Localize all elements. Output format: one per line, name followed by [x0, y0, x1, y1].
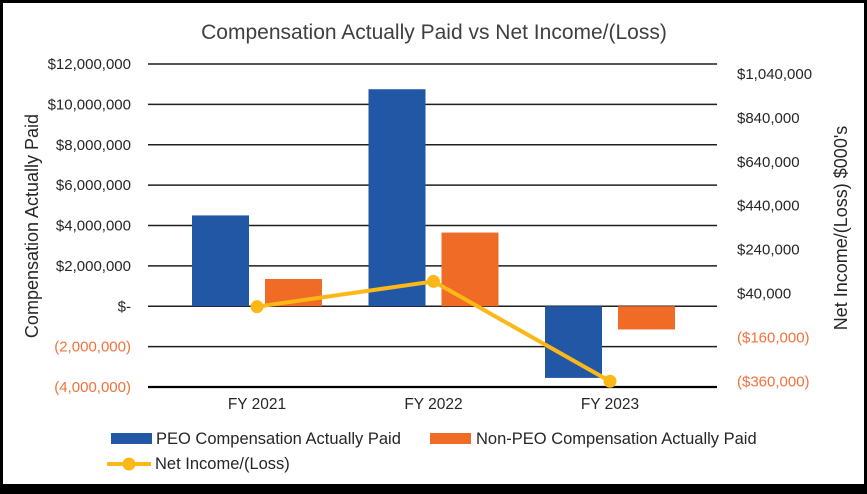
bar-non-peo-fy-2023	[618, 306, 675, 330]
left-axis-tick-label: $12,000,000	[48, 56, 131, 73]
left-axis-tick-label: (4,000,000)	[54, 379, 131, 396]
right-axis-tick-label: ($160,000)	[737, 329, 810, 346]
net-income-marker-fy-2022	[427, 274, 440, 288]
right-axis-tick-label: $1,040,000	[737, 66, 812, 83]
left-axis-tick-label: $8,000,000	[56, 137, 131, 154]
right-axis-tick-label: ($360,000)	[737, 373, 810, 390]
legend-swatch-peo	[111, 433, 152, 444]
left-axis-title: Compensation Actually Paid	[22, 114, 42, 338]
net-income-marker-fy-2021	[250, 300, 264, 314]
left-axis-tick-label: $10,000,000	[48, 96, 131, 113]
net-income-marker-fy-2023	[603, 374, 617, 388]
right-axis-tick-label: $240,000	[737, 242, 800, 259]
bar-non-peo-fy-2022	[441, 232, 499, 307]
chart-title: Compensation Actually Paid vs Net Income…	[201, 21, 667, 44]
bar-peo-fy-2022	[368, 89, 426, 307]
legend-marker-net-income	[122, 457, 136, 471]
legend-label-non-peo: Non-PEO Compensation Actually Paid	[476, 430, 757, 448]
left-axis-tick-label: $6,000,000	[56, 177, 131, 194]
right-axis-title: Net Income/(Loss) $000's	[831, 126, 851, 331]
left-axis-tick-label: $-	[118, 298, 131, 315]
x-axis-label: FY 2022	[404, 396, 462, 413]
right-axis-tick-label: $40,000	[737, 286, 791, 303]
left-axis-tick-label: $2,000,000	[56, 258, 131, 275]
chart-canvas	[3, 3, 864, 484]
bar-peo-fy-2023	[545, 306, 602, 378]
left-axis-tick-label: (2,000,000)	[54, 339, 131, 356]
left-axis-tick-label: $4,000,000	[56, 218, 131, 235]
right-axis-tick-label: $440,000	[737, 198, 800, 215]
x-axis-label: FY 2021	[228, 396, 286, 413]
x-axis-label: FY 2023	[581, 396, 639, 413]
right-axis-tick-label: $840,000	[737, 110, 800, 127]
legend-label-peo: PEO Compensation Actually Paid	[156, 430, 401, 448]
legend-swatch-non-peo	[430, 433, 471, 444]
right-axis-tick-label: $640,000	[737, 154, 800, 171]
legend-label-net-income: Net Income/(Loss)	[155, 455, 290, 473]
bar-peo-fy-2021	[192, 215, 249, 307]
